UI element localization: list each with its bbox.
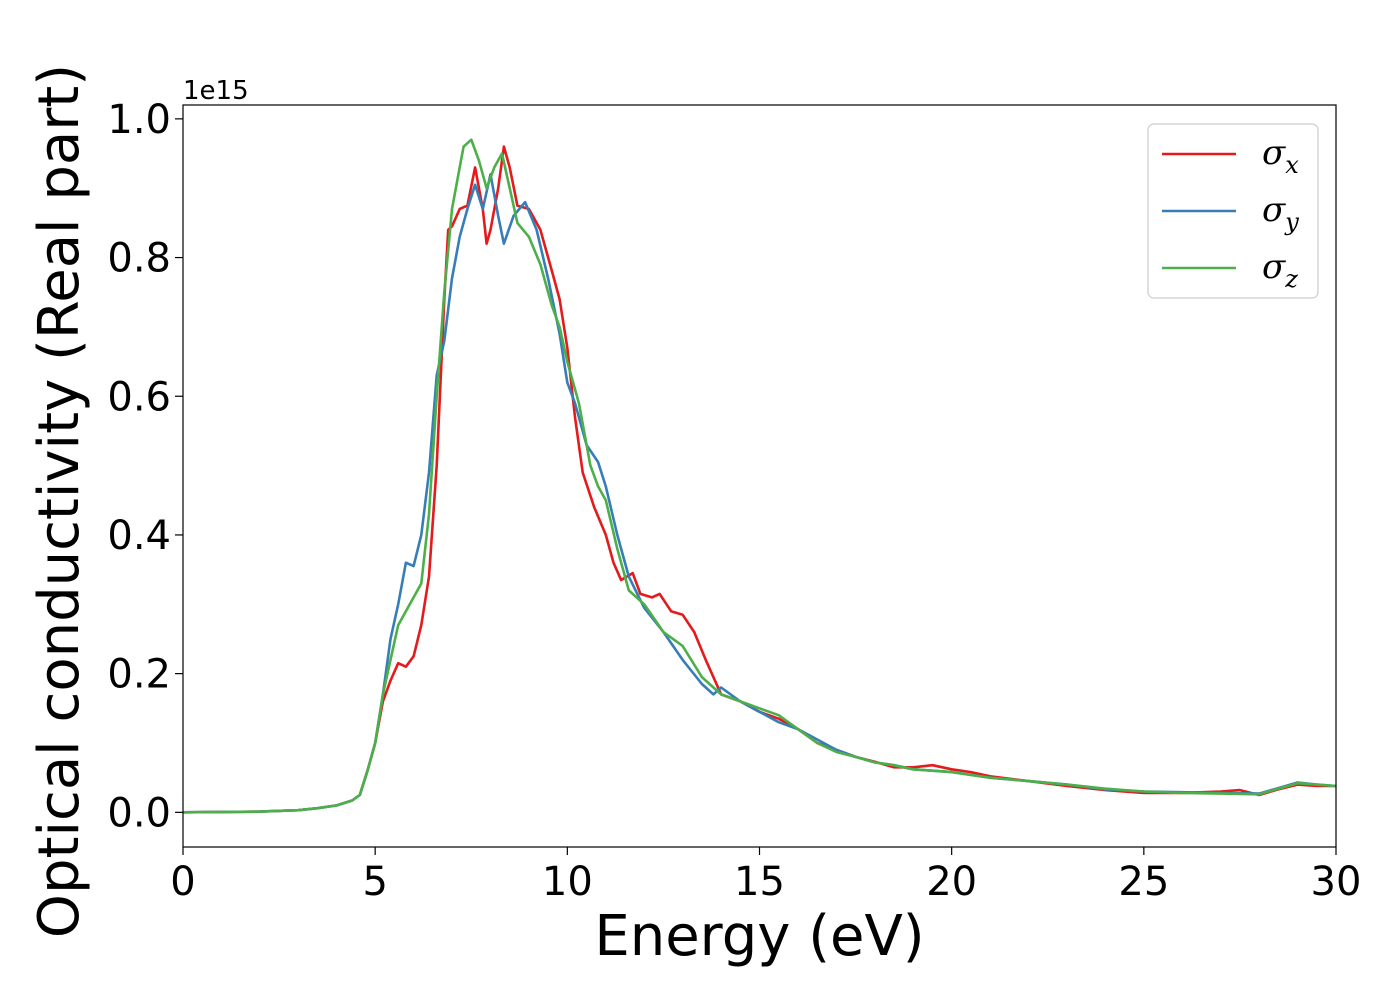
y-tick-label: 0.0	[107, 790, 171, 836]
y-tick-label: 0.8	[107, 236, 171, 282]
legend-label-z: σz	[1262, 247, 1298, 293]
x-tick-label: 30	[1311, 859, 1362, 905]
series-layer	[183, 138, 1336, 814]
y-tick-label: 0.6	[107, 374, 171, 420]
x-axis-label: Energy (eV)	[594, 904, 924, 969]
x-tick-label: 10	[542, 859, 593, 905]
legend-label-x: σx	[1262, 133, 1299, 179]
x-tick-label: 15	[734, 859, 785, 905]
y-tick-label: 0.2	[107, 652, 171, 698]
y-axis-label: Optical conductivity (Real part)	[27, 64, 92, 938]
series-line-z	[183, 138, 1336, 814]
series-line-x	[183, 145, 1336, 814]
ticks-layer: 0 5 10 15 20 25 30 0.0 0.2 0.4 0.6 0.8 1.0	[107, 97, 1361, 905]
y-tick-label: 0.4	[107, 513, 171, 559]
x-tick-label: 25	[1118, 859, 1169, 905]
y-tick-label: 1.0	[107, 97, 171, 143]
y-offset-label: 1e15	[183, 76, 249, 106]
x-tick-label: 0	[170, 859, 195, 905]
x-tick-label: 20	[926, 859, 977, 905]
legend: σx σy σz	[1147, 123, 1319, 299]
legend-label-y: σy	[1262, 190, 1299, 236]
x-tick-label: 5	[362, 859, 387, 905]
